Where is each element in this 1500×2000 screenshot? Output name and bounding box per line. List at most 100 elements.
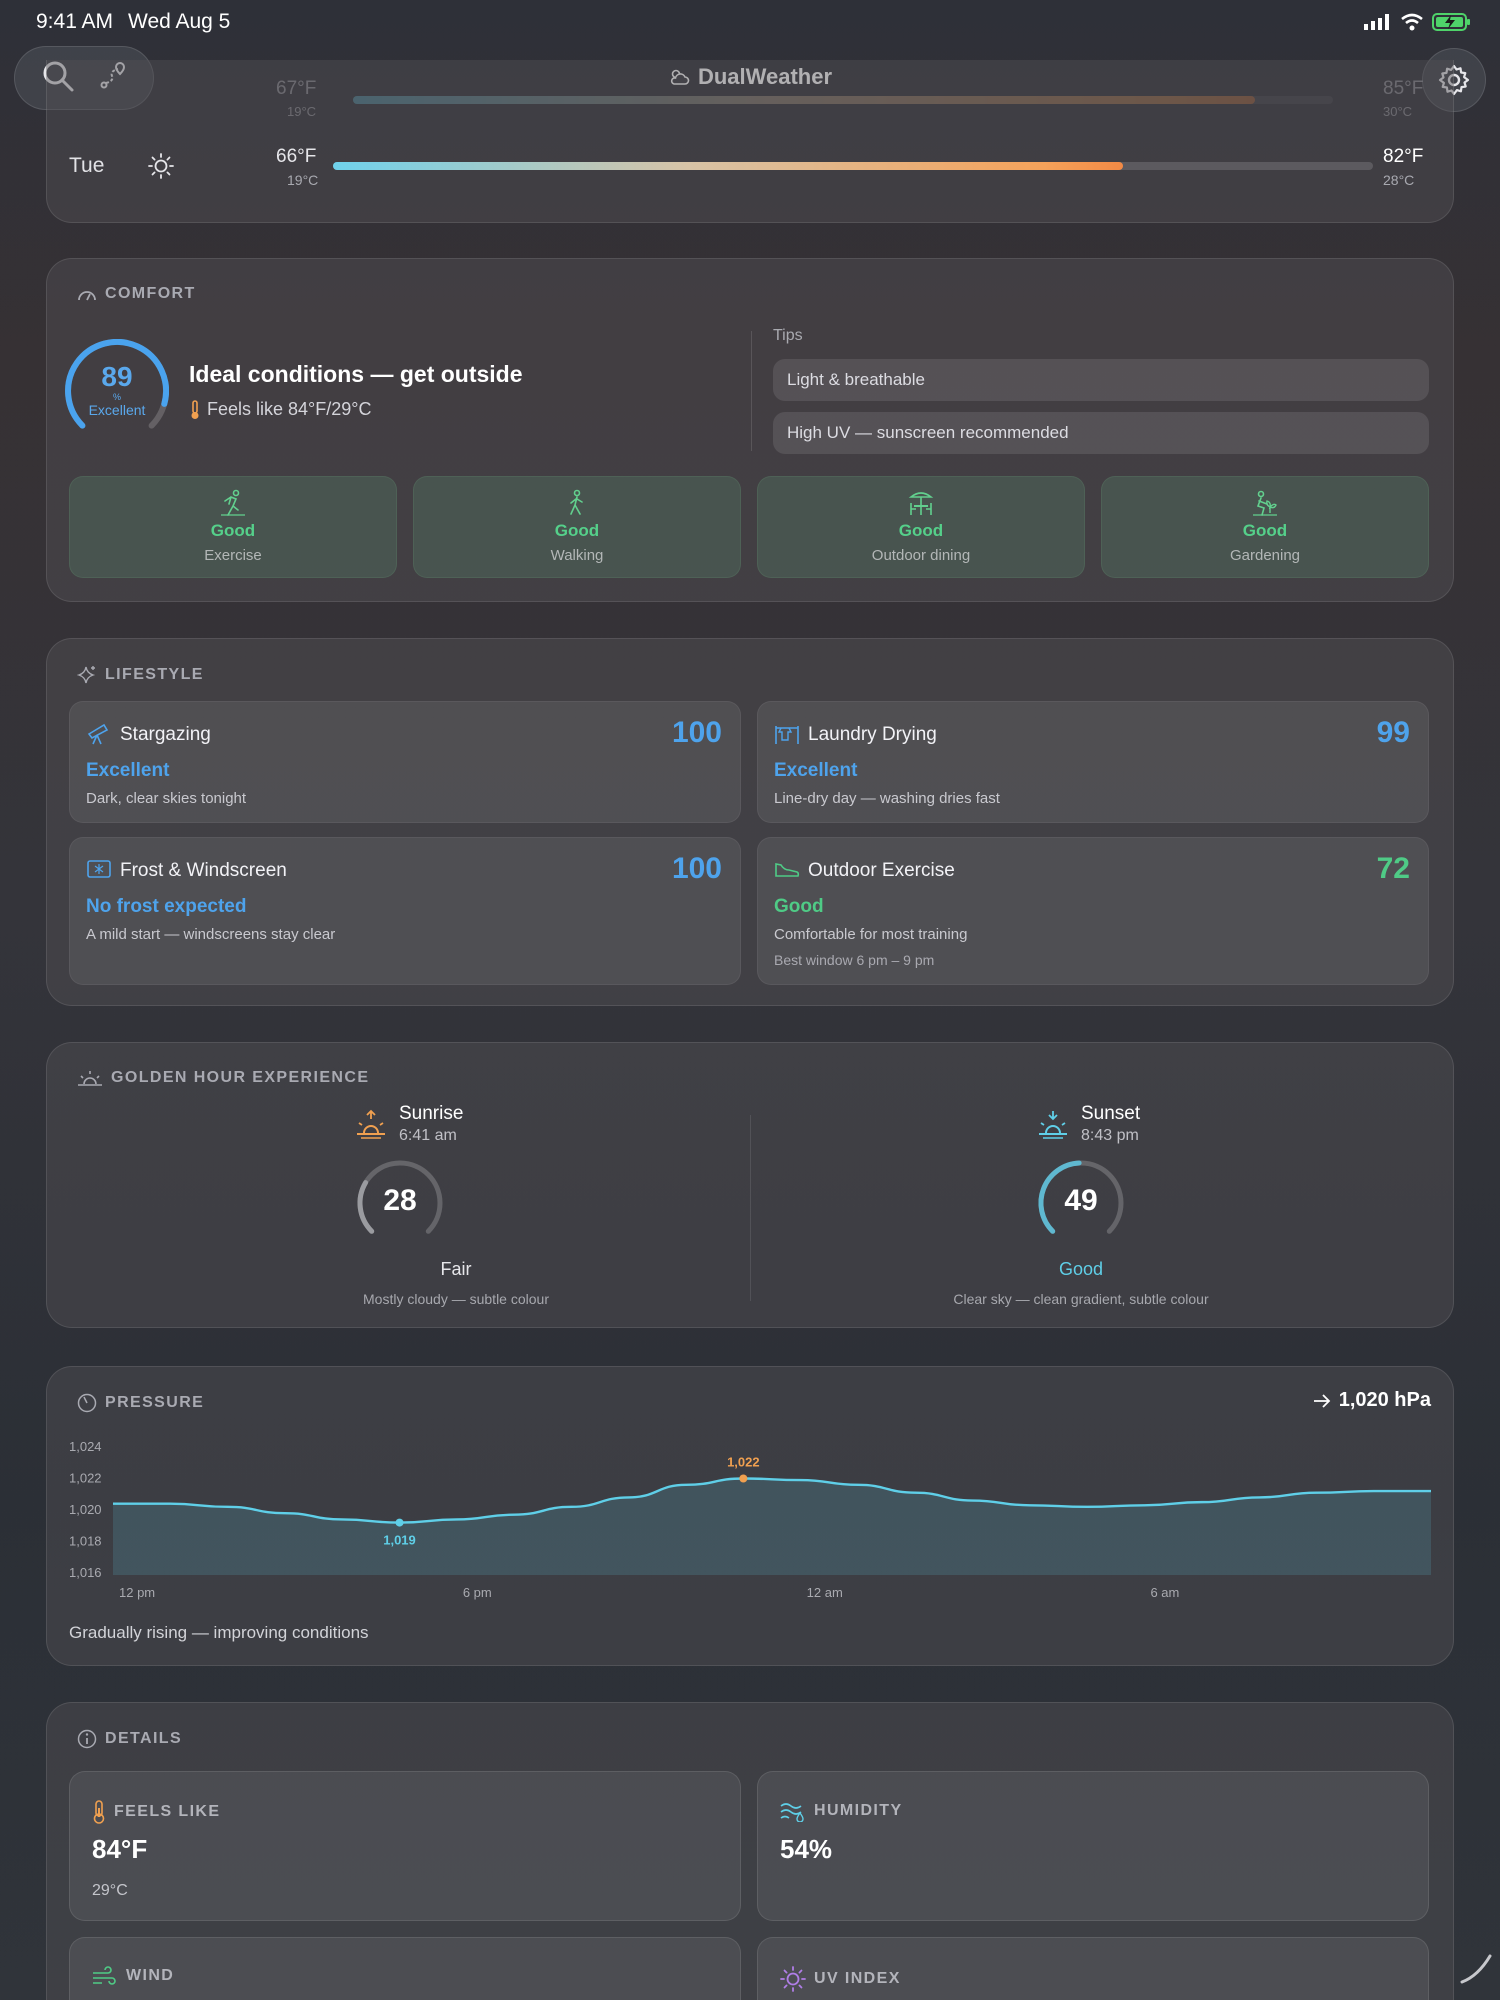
comfort-gauge-arc <box>65 339 169 429</box>
sunrise-score: 28 <box>383 1184 417 1217</box>
pressure-label: PRESSURE <box>77 1393 204 1413</box>
activity-name: Gardening <box>1229 547 1301 564</box>
lifestyle-laundry[interactable]: Laundry Drying 99 Excellent Line-dry day… <box>757 701 1429 823</box>
app-title: DualWeather <box>0 64 1500 90</box>
tips-label: Tips <box>773 327 803 344</box>
comfort-feels-like: Feels like 84°F/29°C <box>189 399 371 420</box>
comfort-card: COMFORT 89 % Excellent Ideal conditions … <box>46 258 1454 602</box>
lifestyle-title: Frost & Windscreen <box>120 860 287 881</box>
pressure-summary: Gradually rising — improving conditions <box>69 1623 369 1642</box>
gardening-icon <box>1253 490 1277 516</box>
activity-rating: Good <box>554 521 600 540</box>
golden-hour-divider <box>750 1115 751 1301</box>
lifestyle-title: Laundry Drying <box>808 724 937 745</box>
uv-sun-icon <box>780 1966 806 1992</box>
lifestyle-status: Good <box>774 896 824 917</box>
telescope-icon <box>87 723 109 745</box>
scroll-indicator-icon[interactable] <box>1458 1950 1494 1986</box>
lifestyle-frost[interactable]: Frost & Windscreen 100 No frost expected… <box>69 837 741 985</box>
wifi-icon <box>1401 13 1423 31</box>
clothesline-icon <box>775 726 799 744</box>
lifestyle-outdoor-exercise[interactable]: Outdoor Exercise 72 Good Comfortable for… <box>757 837 1429 985</box>
sunset-gauge-arc <box>1038 1160 1082 1234</box>
pressure-area <box>113 1478 1431 1575</box>
sunrise-icon <box>357 1109 385 1139</box>
windscreen-frost-icon <box>87 860 111 878</box>
detail-value: 84°F <box>92 1834 148 1864</box>
lifestyle-label: LIFESTYLE <box>77 665 204 685</box>
activity-name: Walking <box>550 547 604 564</box>
tip-item: Light & breathable <box>773 359 1429 401</box>
forecast-temp-bar <box>333 162 1373 170</box>
activity-walking[interactable]: Good Walking <box>413 476 741 578</box>
sparkles-icon <box>77 666 96 684</box>
settings-button[interactable] <box>1422 48 1486 112</box>
lifestyle-title: Outdoor Exercise <box>808 860 955 881</box>
sunset-down-icon <box>1039 1111 1067 1139</box>
ghost-high-f: 85°F <box>1383 78 1424 99</box>
ghost-high-c: 30°C <box>1383 104 1413 119</box>
comfort-label: COMFORT <box>77 285 196 303</box>
comfort-gauge: 89 % Excellent <box>65 339 169 443</box>
sunrise-gauge-arc <box>357 1180 375 1234</box>
forecast-high-c: 28°C <box>1383 172 1415 188</box>
lifestyle-score: 100 <box>671 716 722 749</box>
info-icon <box>77 1729 97 1749</box>
arrow-right-icon <box>1313 1393 1330 1408</box>
detail-label: HUMIDITY <box>780 1800 903 1822</box>
battery-charging-icon <box>1432 13 1470 31</box>
detail-label: FEELS LIKE <box>92 1800 220 1824</box>
x-tick-label: 12 am <box>807 1585 843 1600</box>
detail-uv-index[interactable]: UV INDEX <box>757 1937 1429 2000</box>
lifestyle-title: Stargazing <box>120 724 211 745</box>
lifestyle-stargazing[interactable]: Stargazing 100 Excellent Dark, clear ski… <box>69 701 741 823</box>
status-date: Wed Aug 5 <box>128 10 231 33</box>
ghost-low-c: 19°C <box>287 104 317 119</box>
activity-gardening[interactable]: Good Gardening <box>1101 476 1429 578</box>
detail-wind[interactable]: WIND <box>69 1937 741 2000</box>
activity-exercise[interactable]: Good Exercise <box>69 476 397 578</box>
sunrise-gauge <box>357 1160 443 1234</box>
route-button[interactable] <box>98 61 128 96</box>
ghost-low-f: 67°F <box>276 78 317 99</box>
thermometer-icon <box>93 1800 105 1824</box>
sun-icon <box>148 153 174 179</box>
detail-label-text: FEELS LIKE <box>114 1803 221 1820</box>
pressure-line <box>112 1477 1431 1524</box>
golden-hour-label-text: GOLDEN HOUR EXPERIENCE <box>111 1069 370 1086</box>
y-tick-label: 1,024 <box>69 1439 102 1454</box>
comfort-rating: Excellent <box>88 402 146 418</box>
gauge-icon <box>78 291 96 301</box>
pressure-low-marker <box>395 1518 404 1527</box>
pressure-low-label: 1,019 <box>383 1533 416 1548</box>
sunset-score: 49 <box>1064 1184 1098 1217</box>
lifestyle-status: No frost expected <box>86 896 247 917</box>
comfort-label-text: COMFORT <box>105 285 196 302</box>
detail-label-text: HUMIDITY <box>814 1802 903 1819</box>
details-label: DETAILS <box>77 1729 182 1749</box>
lifestyle-score: 72 <box>1376 852 1410 885</box>
pressure-card: PRESSURE 1,020 hPa 1,024 1,022 1,020 1,018 1… <box>46 1366 1454 1666</box>
forecast-high-f: 82°F <box>1383 146 1424 167</box>
sunset-rating: Good <box>1058 1259 1104 1279</box>
tip-item: High UV — sunscreen recommended <box>773 412 1429 454</box>
golden-hour-card: GOLDEN HOUR EXPERIENCE Sunrise 6:41 am 2… <box>46 1042 1454 1328</box>
comfort-divider <box>751 331 752 451</box>
lifestyle-card: LIFESTYLE Stargazing 100 Excellent Dark,… <box>46 638 1454 1006</box>
lifestyle-status: Excellent <box>86 760 170 781</box>
activity-rating: Good <box>1242 521 1288 540</box>
detail-humidity[interactable]: HUMIDITY 54% <box>757 1771 1429 1921</box>
detail-feels-like[interactable]: FEELS LIKE 84°F 29°C <box>69 1771 741 1921</box>
search-route-pill <box>14 46 154 110</box>
forecast-low-f: 66°F <box>276 146 317 167</box>
activity-outdoor-dining[interactable]: Good Outdoor dining <box>757 476 1085 578</box>
forecast-card: 67°F 19°C 85°F 30°C Tue 66°F 19°C 82°F 2… <box>46 60 1454 223</box>
shoe-icon <box>775 863 800 877</box>
pressure-label-text: PRESSURE <box>105 1394 205 1411</box>
detail-label-text: UV INDEX <box>814 1970 901 1987</box>
pressure-current-value: 1,020 hPa <box>1338 1389 1431 1411</box>
detail-value: 54% <box>780 1834 833 1864</box>
details-label-text: DETAILS <box>105 1730 183 1747</box>
y-tick-label: 1,022 <box>69 1471 102 1486</box>
details-card: DETAILS FEELS LIKE 84°F 29°C HUMIDITY 54… <box>46 1702 1454 2000</box>
